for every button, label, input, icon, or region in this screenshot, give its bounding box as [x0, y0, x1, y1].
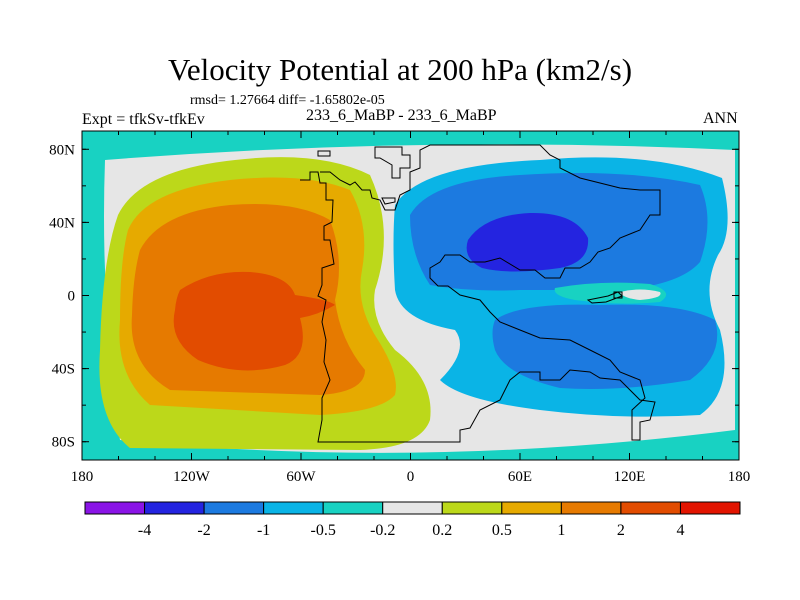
stats-text: rmsd= 1.27664 diff= -1.65802e-05	[190, 93, 385, 108]
colorbar-swatch	[441, 501, 503, 515]
x-tick-label: 180	[728, 469, 751, 485]
colorbar-swatch	[679, 501, 741, 515]
band-neutral-equator-spot	[620, 289, 661, 300]
x-tick-label: 120W	[173, 469, 211, 485]
axes: 180 120W 60W 0 60E 120E 180 80N 40N 0 40S 80S	[49, 131, 750, 485]
y-tick-label: 40N	[49, 215, 75, 231]
colorbar-swatch	[84, 501, 146, 515]
contour-field	[82, 131, 739, 460]
y-tick-label: 40S	[52, 362, 75, 378]
y-tick-label: 0	[68, 289, 76, 305]
colorbar-swatch	[144, 501, 205, 515]
colorbar-swatch	[560, 501, 622, 515]
x-tick-label: 60E	[508, 469, 532, 485]
colorbar-label: -1	[257, 522, 270, 539]
colorbar-label: -4	[138, 522, 151, 539]
colorbar-label: -0.2	[370, 522, 395, 539]
band-neg-2	[466, 212, 589, 272]
colorbar-swatch	[382, 501, 443, 515]
colorbar-label: 0.5	[492, 522, 512, 539]
y-tick-label: 80N	[49, 142, 75, 158]
colorbar-swatch	[263, 501, 324, 515]
x-tick-label: 60W	[286, 469, 316, 485]
band-neg-1-south	[492, 304, 718, 389]
experiment-label: Expt = tfkSv-tfkEv	[82, 111, 205, 128]
colorbar-swatch	[620, 501, 681, 515]
colorbar-swatch	[203, 501, 265, 515]
colorbar-label: 2	[617, 522, 625, 539]
band-neg-0.2-west-blob	[82, 230, 97, 350]
y-tick-label: 80S	[52, 435, 75, 451]
x-tick-label: 0	[407, 469, 415, 485]
x-tick-label: 180	[71, 469, 94, 485]
band-pos-2	[173, 271, 335, 371]
colorbar-label: -0.5	[311, 522, 336, 539]
season-label: ANN	[703, 110, 738, 127]
colorbar-swatch	[501, 501, 562, 515]
colorbar: -4 -2 -1 -0.5 -0.2 0.2 0.5 1 2 4	[84, 501, 741, 539]
colorbar-swatch	[322, 501, 384, 515]
cases-label: 233_6_MaBP - 233_6_MaBP	[306, 107, 497, 124]
x-tick-label: 120E	[614, 469, 646, 485]
chart-title: Velocity Potential at 200 hPa (km2/s)	[167, 52, 633, 87]
colorbar-label: 1	[557, 522, 565, 539]
colorbar-label: -2	[197, 522, 210, 539]
colorbar-label: 0.2	[432, 522, 452, 539]
colorbar-label: 4	[676, 522, 684, 539]
coastline	[300, 144, 661, 443]
